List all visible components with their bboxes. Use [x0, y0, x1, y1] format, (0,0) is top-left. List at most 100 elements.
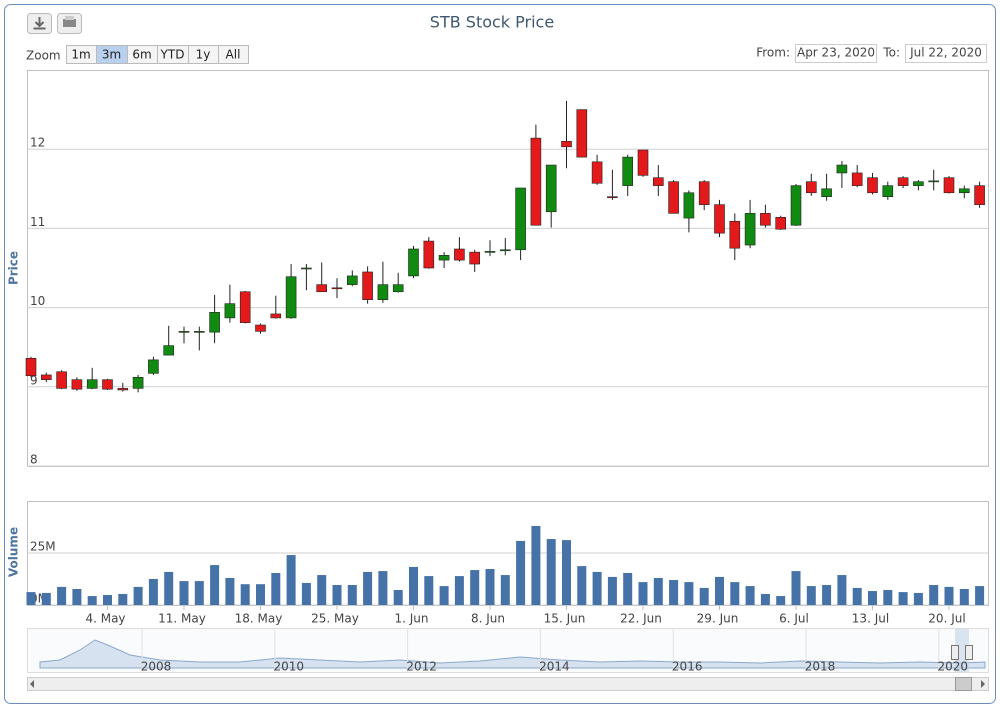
- navigator-handle[interactable]: [965, 645, 973, 660]
- volume-bar: [454, 576, 464, 605]
- candle-body: [270, 313, 282, 319]
- volume-bar: [760, 593, 770, 605]
- volume-bar: [378, 571, 388, 605]
- volume-bar: [791, 571, 801, 605]
- volume-bar: [194, 581, 204, 605]
- volume-bar: [562, 540, 571, 605]
- x-tick-label: 29. Jun: [697, 612, 739, 626]
- volume-bar: [118, 593, 128, 605]
- from-date[interactable]: Apr 23, 2020: [797, 46, 875, 60]
- zoom-label: Zoom: [26, 49, 61, 63]
- volume-bar: [271, 572, 281, 605]
- x-tick-label: 15. Jun: [544, 612, 586, 626]
- volume-bar: [485, 569, 495, 605]
- volume-bar: [332, 585, 342, 605]
- navigator-year: 2016: [672, 660, 703, 674]
- zoom-button-label[interactable]: 3m: [102, 48, 121, 62]
- volume-bar: [852, 587, 862, 605]
- volume-bar: [470, 570, 480, 605]
- to-input[interactable]: [905, 44, 987, 63]
- candle-body: [71, 379, 83, 390]
- x-tick-label: 13. Jul: [852, 612, 889, 626]
- candle-body: [331, 287, 343, 290]
- candle-body: [607, 196, 618, 199]
- candle-body: [867, 177, 878, 194]
- volume-bar: [715, 576, 724, 605]
- volume-bar: [317, 575, 327, 605]
- candle-body: [377, 284, 389, 300]
- candle-body: [714, 204, 725, 234]
- from-input[interactable]: [795, 44, 877, 63]
- zoom-button[interactable]: [218, 45, 249, 64]
- navigator-selection[interactable]: [955, 629, 969, 672]
- x-tick-label: 1. Jun: [394, 612, 428, 626]
- download-icon: [33, 17, 46, 30]
- candle-body: [408, 248, 419, 277]
- candle-body: [698, 181, 710, 205]
- volume-bar: [577, 566, 587, 605]
- volume-bar: [133, 586, 143, 605]
- volume-bar: [363, 571, 373, 605]
- volume-bar: [41, 592, 51, 605]
- candle-body: [897, 177, 909, 186]
- x-tick-label: 6. Jul: [779, 612, 809, 626]
- candle-body: [132, 376, 144, 389]
- volume-bar: [883, 590, 893, 605]
- volume-bar: [898, 592, 908, 605]
- candle-body: [530, 137, 542, 226]
- y-tick-label: 12: [30, 136, 45, 150]
- x-tick-label: 22. Jun: [620, 612, 662, 626]
- y-tick-label: 25M: [30, 540, 56, 554]
- candle-body: [117, 388, 129, 391]
- scrollbar-thumb[interactable]: [955, 677, 972, 691]
- candle-body: [102, 379, 113, 390]
- volume-bar: [531, 525, 541, 605]
- volume-bar: [103, 595, 112, 605]
- volume-bar: [546, 539, 556, 605]
- volume-bar: [225, 577, 235, 605]
- navigator-handle[interactable]: [951, 645, 959, 660]
- zoom-button-label[interactable]: 1m: [71, 48, 90, 62]
- candle-body: [668, 181, 679, 214]
- volume-bar: [653, 577, 663, 605]
- scroll-left[interactable]: [30, 680, 34, 688]
- print-icon: [63, 19, 76, 27]
- y-axis-title: Volume: [7, 527, 21, 577]
- x-tick-label: 25. May: [311, 612, 359, 626]
- candle-body: [392, 284, 404, 293]
- candle-body: [805, 181, 817, 194]
- candle-body: [760, 213, 771, 226]
- candle-body: [790, 185, 802, 226]
- download-button[interactable]: [27, 13, 52, 34]
- chart-title: STB Stock Price: [430, 13, 554, 32]
- zoom-button-label[interactable]: All: [226, 48, 241, 62]
- zoom-button-label[interactable]: 1y: [196, 48, 211, 62]
- candle-body: [25, 357, 37, 377]
- volume-bar: [87, 596, 97, 605]
- volume-bar: [72, 588, 82, 605]
- volume-bar: [500, 575, 510, 605]
- volume-bar: [240, 584, 250, 605]
- volume-bar: [148, 579, 158, 605]
- scroll-right[interactable]: [981, 680, 985, 688]
- candle-body: [591, 161, 603, 184]
- volume-bar: [301, 582, 311, 605]
- volume-bar: [745, 586, 755, 605]
- candle-body: [469, 251, 481, 265]
- volume-bar: [669, 580, 679, 605]
- zoom-button-label[interactable]: 6m: [132, 48, 151, 62]
- navigator-year: 2012: [406, 660, 437, 674]
- candle-body: [484, 251, 496, 253]
- to-date[interactable]: Jul 22, 2020: [909, 46, 982, 60]
- candle-body: [438, 255, 450, 261]
- candle-body: [239, 291, 251, 323]
- candle-body: [40, 374, 52, 380]
- candle-body: [362, 271, 373, 300]
- navigator-year: 2018: [805, 660, 836, 674]
- volume-bar: [623, 572, 633, 605]
- print-button[interactable]: [57, 13, 82, 34]
- scrollbar[interactable]: [27, 677, 989, 691]
- volume-bar: [776, 596, 786, 605]
- y-axis-title: Price: [7, 251, 21, 285]
- zoom-button-label[interactable]: YTD: [160, 48, 185, 62]
